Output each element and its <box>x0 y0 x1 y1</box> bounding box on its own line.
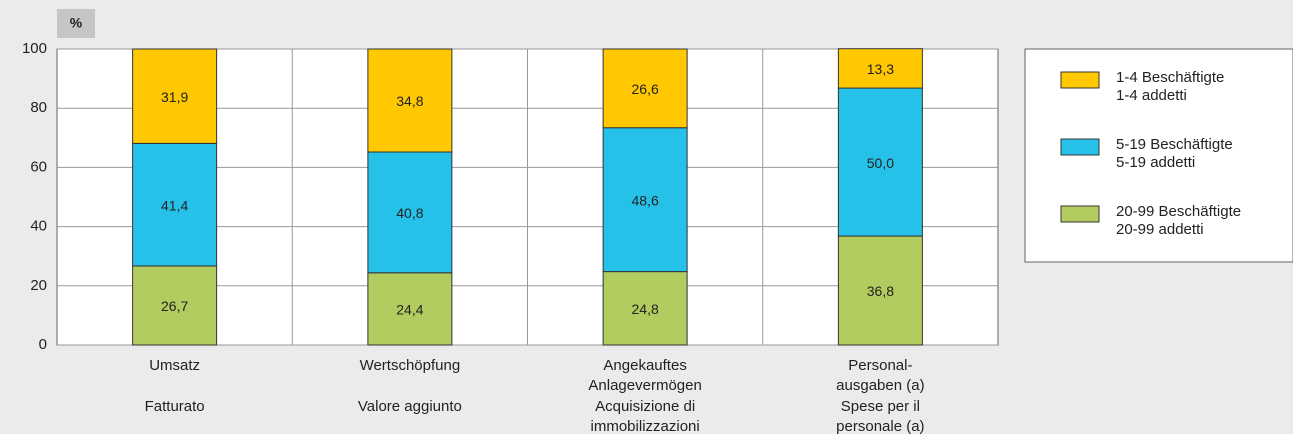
bar-segment <box>132 265 218 346</box>
data-label: 24,4 <box>396 302 423 318</box>
bar-segment <box>367 151 453 274</box>
data-label: 13,3 <box>867 61 894 77</box>
data-label: 24,8 <box>632 301 659 317</box>
legend-swatch <box>1060 138 1100 156</box>
data-label: 50,0 <box>867 155 894 171</box>
legend-swatch <box>1060 71 1100 89</box>
data-label: 34,8 <box>396 93 423 109</box>
legend-label: 1-4 Beschäftigte <box>1116 69 1224 86</box>
bar-segment <box>132 142 218 267</box>
y-tick-label: 40 <box>30 218 47 235</box>
bar-segment <box>837 87 923 237</box>
y-tick-label: 80 <box>30 99 47 116</box>
x-tick-label: immobilizzazioni <box>591 418 700 434</box>
x-tick-label: Wertschöpfung <box>360 357 461 374</box>
legend-swatch <box>1060 205 1100 223</box>
x-tick-label: personale (a) <box>836 418 924 434</box>
data-label: 26,7 <box>161 298 188 314</box>
data-label: 31,9 <box>161 89 188 105</box>
data-label: 36,8 <box>867 283 894 299</box>
bar-segment <box>602 127 688 273</box>
unit-box <box>57 9 95 38</box>
legend-label: 20-99 Beschäftigte <box>1116 203 1241 220</box>
x-tick-label: Acquisizione di <box>595 398 695 415</box>
unit-label: % <box>70 15 83 31</box>
data-label: 48,6 <box>632 192 659 208</box>
y-tick-label: 20 <box>30 277 47 294</box>
x-tick-label: Umsatz <box>149 357 200 374</box>
legend-label: 5-19 Beschäftigte <box>1116 136 1233 153</box>
x-tick-label: Personal- <box>848 357 912 374</box>
x-tick-label: Anlagevermögen <box>588 377 701 394</box>
data-label: 41,4 <box>161 197 188 213</box>
bar-segment <box>367 48 453 153</box>
x-tick-label: Angekauftes <box>603 357 686 374</box>
y-tick-label: 100 <box>22 40 47 57</box>
legend-label: 20-99 addetti <box>1116 221 1204 238</box>
x-tick-label: Valore aggiunto <box>358 398 462 415</box>
bar-segment <box>837 48 923 89</box>
x-tick-label: Spese per il <box>841 398 920 415</box>
data-label: 40,8 <box>396 205 423 221</box>
legend-label: 1-4 addetti <box>1116 87 1187 104</box>
data-label: 26,6 <box>632 81 659 97</box>
bar-segment <box>837 235 923 346</box>
bar-segment <box>602 48 688 129</box>
y-tick-label: 60 <box>30 158 47 175</box>
bar-segment <box>602 271 688 346</box>
bar-segment <box>367 272 453 346</box>
x-tick-label: Fatturato <box>145 398 205 415</box>
y-tick-label: 0 <box>39 336 47 353</box>
x-tick-label: ausgaben (a) <box>836 377 924 394</box>
legend-label: 5-19 addetti <box>1116 154 1195 171</box>
bar-segment <box>132 48 218 144</box>
